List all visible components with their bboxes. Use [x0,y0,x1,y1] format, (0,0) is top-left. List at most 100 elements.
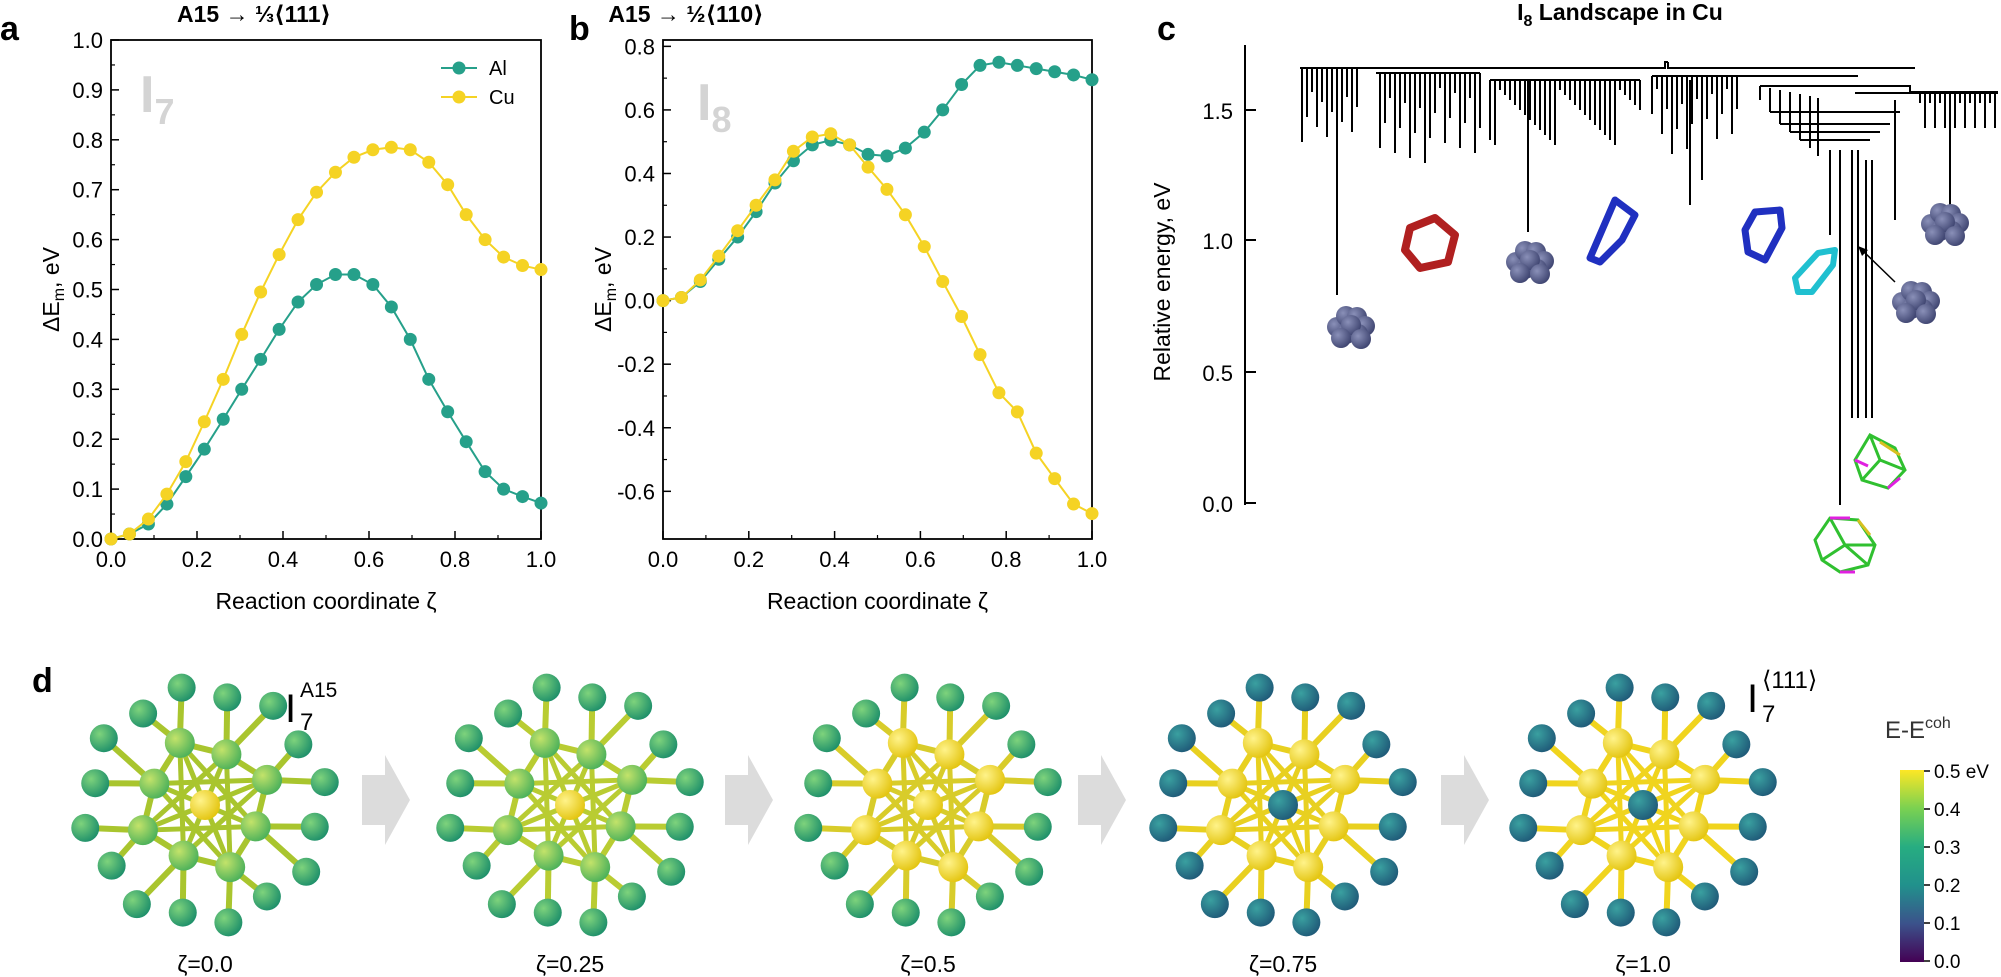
progress-arrow [725,755,773,845]
atom [1605,673,1634,702]
atom [794,813,823,842]
legend-label: Al [489,58,507,80]
data-point-al [1067,68,1081,82]
atom [1896,303,1916,323]
y-tick-label: 0.3 [72,377,103,402]
atom [487,890,516,919]
atom [1362,730,1391,759]
atom [1337,691,1366,720]
atom [1916,304,1936,324]
bond [1580,823,1694,833]
data-point-al [1048,65,1062,79]
data-point-al [328,268,342,282]
atom [887,727,918,758]
data-point-al [917,125,931,139]
atom [310,768,339,797]
atom [1628,790,1658,820]
x-tick-label: 0.0 [96,547,127,572]
atom [1330,764,1361,795]
atom [532,673,561,702]
tree-branch [1376,72,1858,81]
x-tick-label: 0.0 [648,547,679,572]
atom [240,811,271,842]
bond [1220,823,1334,833]
atom [454,724,483,753]
bond [519,777,633,787]
data-point-cu [441,178,455,192]
data-point-al [272,322,286,336]
atom [164,727,195,758]
atom [446,769,475,798]
d-right-label-sup: ⟨111⟩ [1762,667,1817,694]
atom [1530,264,1550,284]
series-line-cu [662,132,1093,515]
data-point-cu [712,249,726,263]
y-tick-label: -0.6 [617,479,655,504]
atom [168,840,199,871]
data-point-cu [366,143,380,157]
y-axis-label: ΔEm, eV [590,246,620,332]
bond [864,752,952,833]
bond [141,752,229,833]
atom [533,898,562,927]
atom [1649,739,1680,770]
atom [1330,882,1359,911]
tree-branch [1689,80,1703,205]
data-point-cu [898,208,912,222]
atom [578,683,607,712]
y-tick-label: -0.2 [617,352,655,377]
atom [436,813,465,842]
atom [1268,790,1298,820]
data-point-cu [310,185,324,199]
x-tick-label: 0.6 [905,547,936,572]
bond [1615,742,1625,856]
atom [617,882,646,911]
legend-marker [452,90,466,104]
data-point-al [384,300,398,314]
colorbar-ticks [1924,770,1930,962]
atom [494,699,523,728]
data-point-cu [824,127,838,141]
bond [946,754,956,868]
data-point-al [478,465,492,479]
atom [975,882,1004,911]
x-axis-label: Reaction coordinate ζ [215,588,436,614]
atom [891,898,920,927]
atom [1653,852,1684,883]
atom [845,890,874,919]
data-point-cu [917,240,931,254]
atom [213,683,242,712]
atom [1292,908,1321,937]
bond [1661,754,1671,868]
atom [1690,882,1719,911]
y-axis-label: ΔEm, eV [38,246,68,332]
atom [1167,724,1196,753]
atom [852,699,881,728]
bond [1255,741,1336,829]
atom [913,790,943,820]
atom [252,882,281,911]
cluster-structure [1327,306,1375,349]
atom [576,739,607,770]
bond [177,742,187,856]
atom [127,815,158,846]
y-tick-label: 1.0 [72,28,103,53]
atom [1293,852,1324,883]
data-point-cu [1067,497,1081,511]
data-point-al [403,332,417,346]
data-point-cu [122,527,136,541]
snapshot-molecule [71,673,339,937]
atom [982,691,1011,720]
atom [1519,769,1548,798]
data-point-cu [693,273,707,287]
atom [1331,328,1351,348]
bond [1619,777,1707,858]
atom [1730,857,1759,886]
atom [1388,768,1417,797]
data-point-cu [179,455,193,469]
atom [1509,813,1538,842]
bond [1219,752,1307,833]
atom [624,691,653,720]
data-point-al [216,412,230,426]
